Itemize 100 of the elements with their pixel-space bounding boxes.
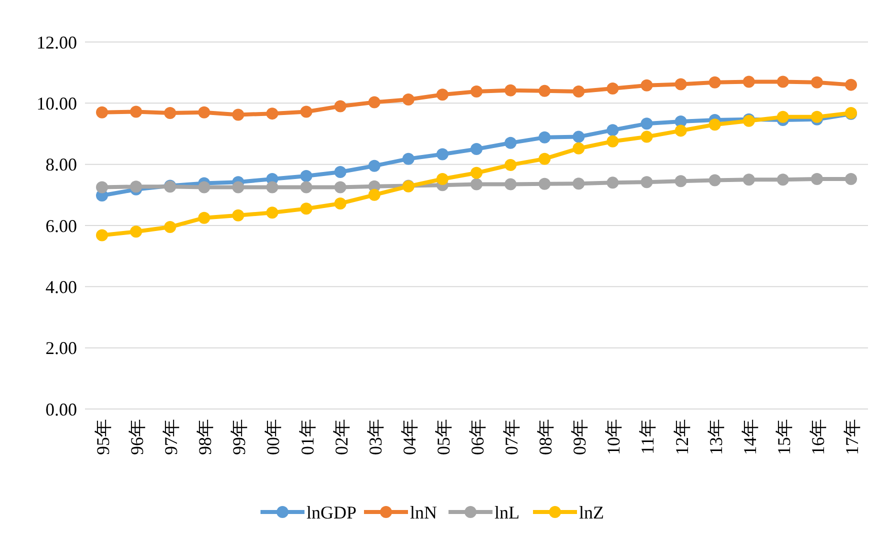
point — [436, 88, 448, 101]
x-tick-label: 17年 — [842, 419, 862, 455]
y-tick-label: 0.00 — [46, 399, 77, 420]
point — [572, 86, 585, 98]
point — [606, 124, 619, 136]
point — [130, 106, 142, 118]
point — [436, 148, 448, 160]
x-tick-label: 02年 — [331, 419, 352, 455]
x-tick-label: 07年 — [502, 419, 522, 455]
x-tick-label: 15年 — [774, 419, 794, 455]
point — [232, 181, 244, 194]
point — [504, 136, 517, 149]
point — [538, 84, 551, 97]
legend-label: lnGDP — [306, 502, 357, 522]
legend-label: lnL — [494, 502, 520, 522]
x-tick-label: 05年 — [433, 419, 454, 455]
point — [708, 76, 721, 88]
point — [470, 86, 482, 98]
point — [674, 124, 687, 137]
point — [266, 108, 278, 120]
point — [300, 170, 312, 182]
point — [538, 152, 551, 165]
x-tick-label: 13年 — [706, 419, 726, 455]
point — [334, 181, 346, 194]
x-tick-label: 08年 — [536, 419, 556, 455]
y-tick-label: 2.00 — [46, 338, 77, 358]
point — [266, 206, 278, 219]
x-tick-label: 96年 — [127, 419, 148, 455]
point — [436, 173, 448, 186]
x-tick-label: 95年 — [93, 419, 113, 455]
point — [198, 106, 210, 118]
point — [300, 202, 312, 215]
point — [300, 181, 312, 194]
legend-label: lnZ — [579, 502, 604, 522]
point — [504, 84, 517, 96]
y-tick-label: 12.00 — [36, 32, 77, 52]
point — [845, 173, 857, 186]
point — [164, 221, 176, 234]
point — [810, 110, 823, 123]
x-tick-label: 97年 — [161, 419, 182, 455]
point — [776, 76, 789, 88]
legend-label: lnN — [410, 502, 437, 522]
point — [504, 158, 517, 171]
point — [708, 174, 721, 186]
point — [368, 160, 380, 172]
point — [368, 188, 380, 201]
point — [640, 118, 653, 130]
point — [334, 100, 346, 112]
y-tick-label: 6.00 — [46, 216, 77, 236]
point — [606, 176, 619, 189]
point — [504, 178, 517, 190]
x-tick-label: 00年 — [263, 419, 284, 455]
point — [538, 131, 551, 144]
point — [470, 166, 482, 179]
point — [334, 166, 346, 178]
x-tick-label: 03年 — [365, 419, 386, 455]
point — [640, 176, 653, 188]
x-tick-label: 16年 — [808, 419, 828, 455]
point — [164, 106, 176, 119]
y-tick-label: 4.00 — [46, 276, 77, 297]
point — [402, 152, 414, 165]
x-tick-label: 11年 — [638, 419, 658, 454]
point — [470, 178, 482, 190]
point — [640, 130, 653, 143]
point — [538, 178, 551, 190]
point — [776, 174, 789, 186]
point — [845, 78, 857, 91]
point — [334, 197, 346, 210]
point — [572, 142, 585, 154]
x-tick-label: 98年 — [195, 419, 216, 455]
y-tick-label: 10.00 — [36, 93, 77, 114]
point — [640, 79, 653, 92]
point — [674, 175, 687, 188]
x-tick-label: 01年 — [297, 419, 318, 455]
x-tick-label: 06年 — [468, 419, 488, 455]
point — [96, 106, 108, 118]
x-tick-label: 10年 — [604, 419, 624, 455]
point — [742, 174, 755, 186]
point — [742, 76, 755, 88]
point — [266, 181, 278, 194]
x-tick-label: 04年 — [399, 419, 420, 455]
point — [232, 108, 244, 121]
point — [810, 76, 823, 88]
x-tick-label: 14年 — [740, 419, 760, 455]
point — [470, 143, 482, 156]
point — [96, 229, 108, 242]
y-tick-label: 8.00 — [46, 154, 77, 175]
point — [368, 96, 380, 108]
point — [130, 180, 142, 193]
x-tick-label: 09年 — [570, 419, 590, 455]
point — [572, 130, 585, 143]
point — [96, 181, 108, 194]
point — [198, 181, 210, 194]
point — [606, 82, 619, 94]
x-tick-label: 12年 — [672, 419, 692, 455]
point — [810, 173, 823, 186]
point — [232, 209, 244, 222]
point — [708, 118, 721, 131]
point — [402, 93, 414, 106]
point — [674, 78, 687, 90]
